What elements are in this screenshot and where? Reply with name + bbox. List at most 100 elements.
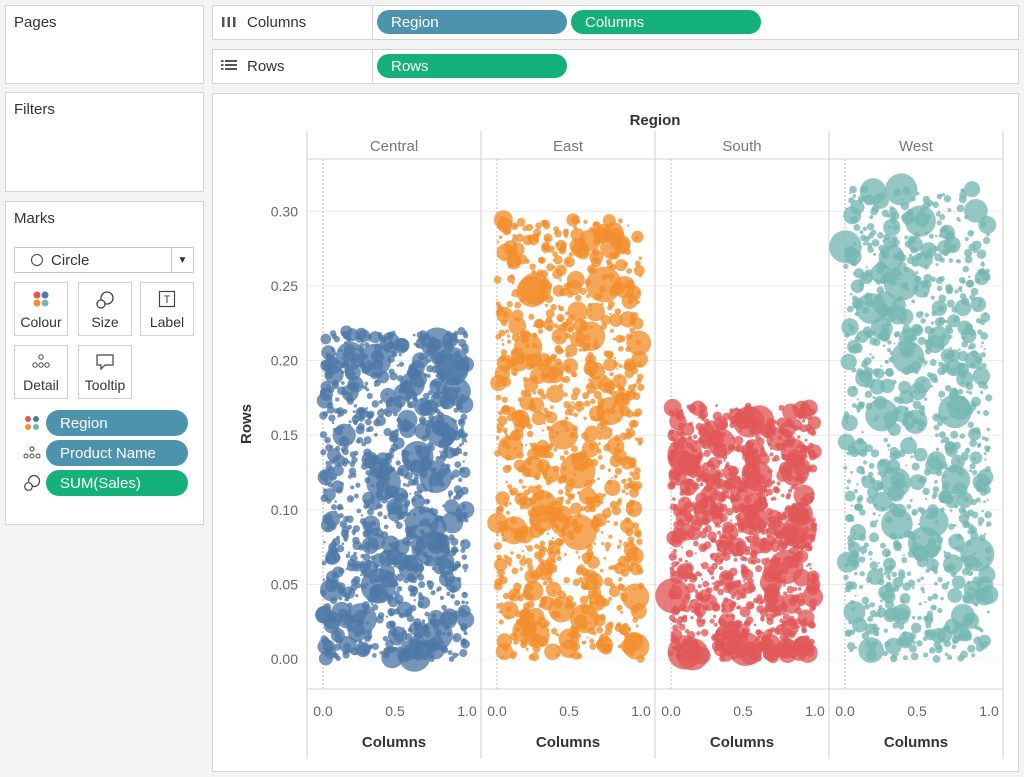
data-point[interactable] (626, 529, 630, 533)
data-point[interactable] (882, 239, 886, 243)
data-point[interactable] (986, 427, 991, 432)
data-point[interactable] (553, 513, 571, 532)
data-point[interactable] (896, 282, 900, 286)
data-point[interactable] (324, 436, 331, 444)
data-point[interactable] (451, 564, 459, 571)
data-point[interactable] (350, 485, 355, 490)
data-point[interactable] (963, 580, 981, 598)
data-point[interactable] (859, 570, 865, 577)
data-point[interactable] (439, 553, 455, 569)
data-point[interactable] (780, 493, 785, 498)
data-point[interactable] (901, 557, 908, 564)
data-point[interactable] (763, 634, 771, 642)
data-point[interactable] (519, 567, 524, 571)
data-point[interactable] (390, 330, 396, 336)
data-point[interactable] (915, 271, 919, 275)
data-point[interactable] (941, 333, 947, 339)
data-point[interactable] (909, 237, 915, 243)
data-point[interactable] (364, 462, 369, 466)
data-point[interactable] (846, 305, 854, 313)
data-point[interactable] (694, 607, 699, 611)
data-point[interactable] (938, 275, 945, 282)
data-point[interactable] (902, 186, 912, 195)
data-point[interactable] (330, 504, 338, 511)
mark-type-dropdown[interactable]: Circle ▼ (14, 247, 194, 273)
data-point[interactable] (632, 616, 639, 623)
data-point[interactable] (418, 353, 425, 361)
data-point[interactable] (869, 477, 876, 484)
data-point[interactable] (421, 619, 426, 623)
data-point[interactable] (967, 570, 974, 577)
data-point[interactable] (718, 613, 735, 629)
data-point[interactable] (430, 391, 447, 407)
data-point[interactable] (622, 633, 650, 660)
data-point[interactable] (850, 215, 858, 224)
data-point[interactable] (940, 438, 945, 444)
data-point[interactable] (850, 259, 858, 267)
data-point[interactable] (884, 582, 894, 592)
data-point[interactable] (454, 380, 460, 386)
data-point[interactable] (460, 539, 471, 550)
data-point[interactable] (605, 239, 609, 243)
data-point[interactable] (713, 614, 717, 619)
data-point[interactable] (348, 420, 352, 424)
data-point[interactable] (960, 395, 966, 402)
data-point[interactable] (344, 445, 349, 450)
data-point[interactable] (845, 513, 854, 523)
data-point[interactable] (844, 490, 856, 502)
data-point[interactable] (689, 572, 694, 576)
data-point[interactable] (852, 287, 855, 291)
data-point[interactable] (560, 496, 564, 501)
data-point[interactable] (458, 443, 463, 447)
data-point[interactable] (613, 521, 619, 527)
data-point[interactable] (910, 455, 914, 459)
data-point[interactable] (703, 449, 711, 458)
data-point[interactable] (342, 649, 348, 656)
data-point[interactable] (615, 334, 624, 343)
data-point[interactable] (350, 578, 359, 586)
data-point[interactable] (859, 404, 865, 410)
data-point[interactable] (808, 408, 816, 416)
data-point[interactable] (502, 310, 507, 316)
data-point[interactable] (550, 557, 557, 564)
data-point[interactable] (767, 572, 775, 579)
data-point[interactable] (853, 268, 865, 279)
data-point[interactable] (853, 224, 861, 232)
data-point[interactable] (548, 420, 578, 450)
data-point[interactable] (911, 273, 915, 276)
data-point[interactable] (494, 365, 510, 382)
data-point[interactable] (323, 540, 326, 544)
data-point[interactable] (575, 294, 582, 302)
data-point[interactable] (858, 287, 863, 292)
data-point[interactable] (933, 424, 940, 431)
data-point[interactable] (518, 479, 524, 484)
data-point[interactable] (877, 561, 880, 565)
data-point[interactable] (851, 403, 857, 408)
data-point[interactable] (958, 628, 972, 642)
data-point[interactable] (593, 542, 597, 546)
data-point[interactable] (388, 434, 397, 443)
data-point[interactable] (570, 445, 578, 453)
data-point[interactable] (897, 569, 906, 577)
data-point[interactable] (353, 450, 359, 456)
data-point[interactable] (943, 195, 952, 203)
data-point[interactable] (812, 539, 815, 542)
data-point[interactable] (735, 514, 741, 521)
data-point[interactable] (886, 443, 891, 448)
data-point[interactable] (810, 517, 816, 523)
data-point[interactable] (507, 484, 513, 490)
data-point[interactable] (590, 478, 596, 484)
data-point[interactable] (328, 542, 337, 551)
data-point[interactable] (544, 236, 550, 242)
data-point[interactable] (983, 500, 986, 504)
data-point[interactable] (462, 460, 465, 463)
data-point[interactable] (935, 447, 940, 452)
data-point[interactable] (979, 562, 983, 566)
data-point[interactable] (553, 447, 558, 452)
data-point[interactable] (439, 515, 444, 521)
data-point[interactable] (966, 279, 975, 288)
data-point[interactable] (573, 412, 579, 418)
data-point[interactable] (564, 426, 570, 432)
data-point[interactable] (629, 499, 635, 506)
data-point[interactable] (547, 242, 550, 245)
